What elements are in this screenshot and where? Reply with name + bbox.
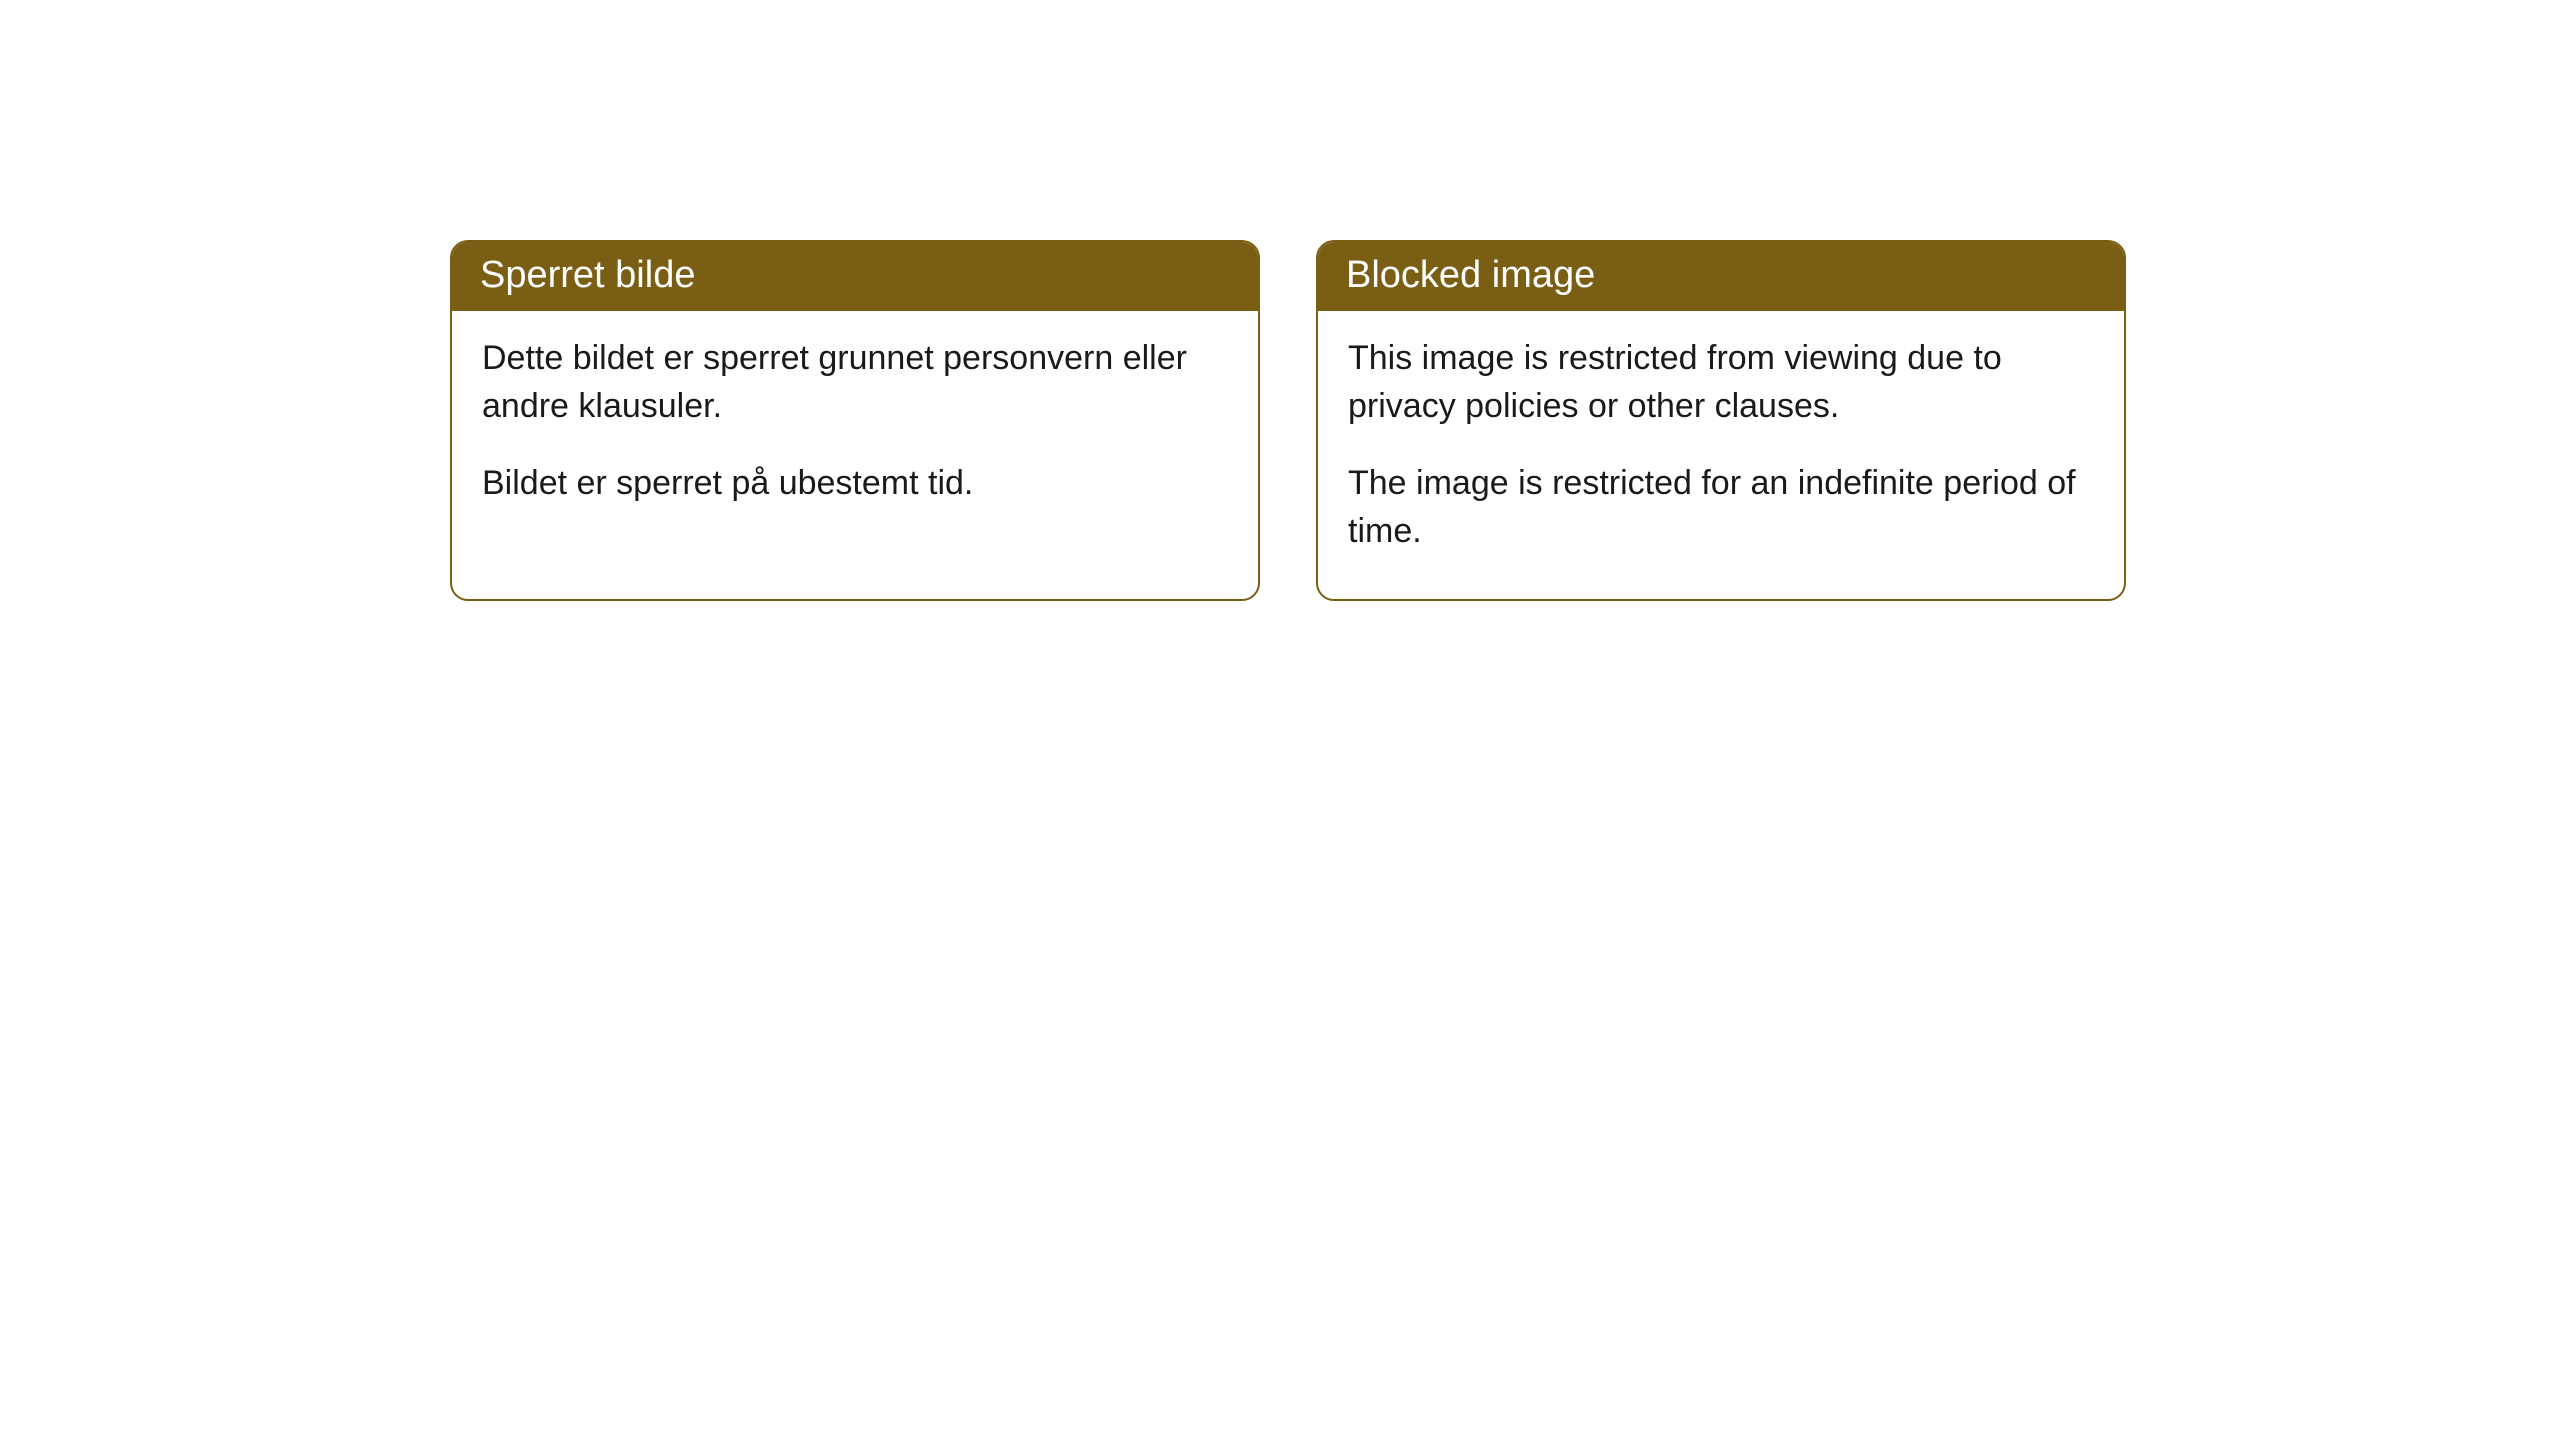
card-paragraph-2-norwegian: Bildet er sperret på ubestemt tid. [482, 460, 1228, 508]
card-english: Blocked image This image is restricted f… [1316, 240, 2126, 601]
card-norwegian: Sperret bilde Dette bildet er sperret gr… [450, 240, 1260, 601]
card-paragraph-1-english: This image is restricted from viewing du… [1348, 335, 2094, 430]
card-header-english: Blocked image [1318, 242, 2124, 311]
cards-container: Sperret bilde Dette bildet er sperret gr… [450, 240, 2126, 601]
card-paragraph-2-english: The image is restricted for an indefinit… [1348, 460, 2094, 555]
card-title-norwegian: Sperret bilde [480, 254, 695, 296]
card-paragraph-1-norwegian: Dette bildet er sperret grunnet personve… [482, 335, 1228, 430]
card-header-norwegian: Sperret bilde [452, 242, 1258, 311]
card-body-english: This image is restricted from viewing du… [1318, 311, 2124, 599]
card-body-norwegian: Dette bildet er sperret grunnet personve… [452, 311, 1258, 552]
card-title-english: Blocked image [1346, 254, 1595, 296]
